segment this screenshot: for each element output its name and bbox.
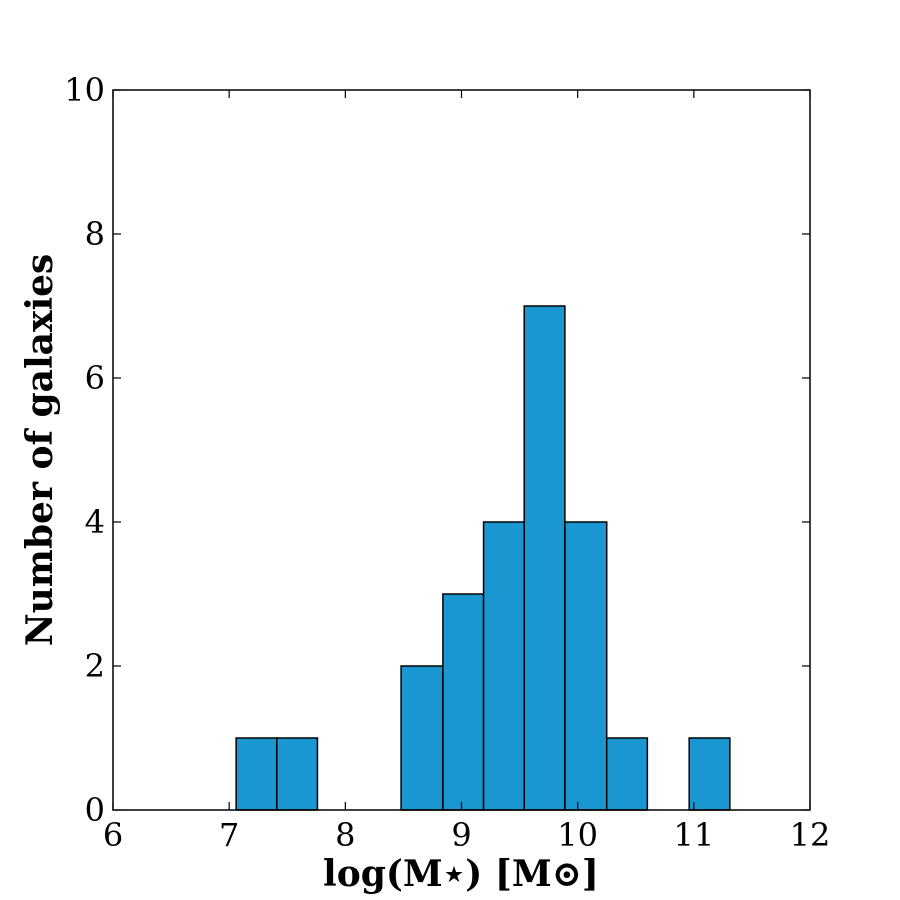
histogram-bar-4 (482, 521, 525, 811)
histogram-bar-8 (688, 737, 731, 811)
y-tick-label: 6 (85, 359, 105, 397)
y-tick-label: 8 (85, 215, 105, 253)
y-tick-label: 2 (85, 647, 105, 685)
x-tick-label: 8 (335, 816, 355, 854)
y-tick-label: 0 (85, 791, 105, 829)
x-tick-label: 12 (790, 816, 831, 854)
histogram-bar-5 (523, 305, 566, 811)
y-axis-label: Number of galaxies (19, 254, 61, 647)
x-tick-label: 7 (219, 816, 239, 854)
x-tick-label: 11 (673, 816, 714, 854)
axis-ticks: 6 7 8 9 10 11 12 0 2 4 6 8 10 (64, 71, 830, 854)
x-tick-label: 10 (557, 816, 598, 854)
x-tick-label: 6 (103, 816, 123, 854)
histogram-bar-1 (276, 737, 319, 811)
histogram-bar-3 (442, 593, 485, 811)
histogram-bars (235, 305, 731, 811)
y-tick-label: 10 (64, 71, 105, 109)
histogram-bar-6 (564, 521, 608, 811)
histogram-bar-2 (400, 665, 444, 811)
x-tick-label: 9 (451, 816, 471, 854)
histogram-bar-7 (605, 737, 649, 811)
x-axis-label: log(M⋆) [M⊙] (323, 853, 599, 895)
histogram-bar-0 (235, 737, 278, 811)
y-tick-label: 4 (85, 503, 105, 541)
